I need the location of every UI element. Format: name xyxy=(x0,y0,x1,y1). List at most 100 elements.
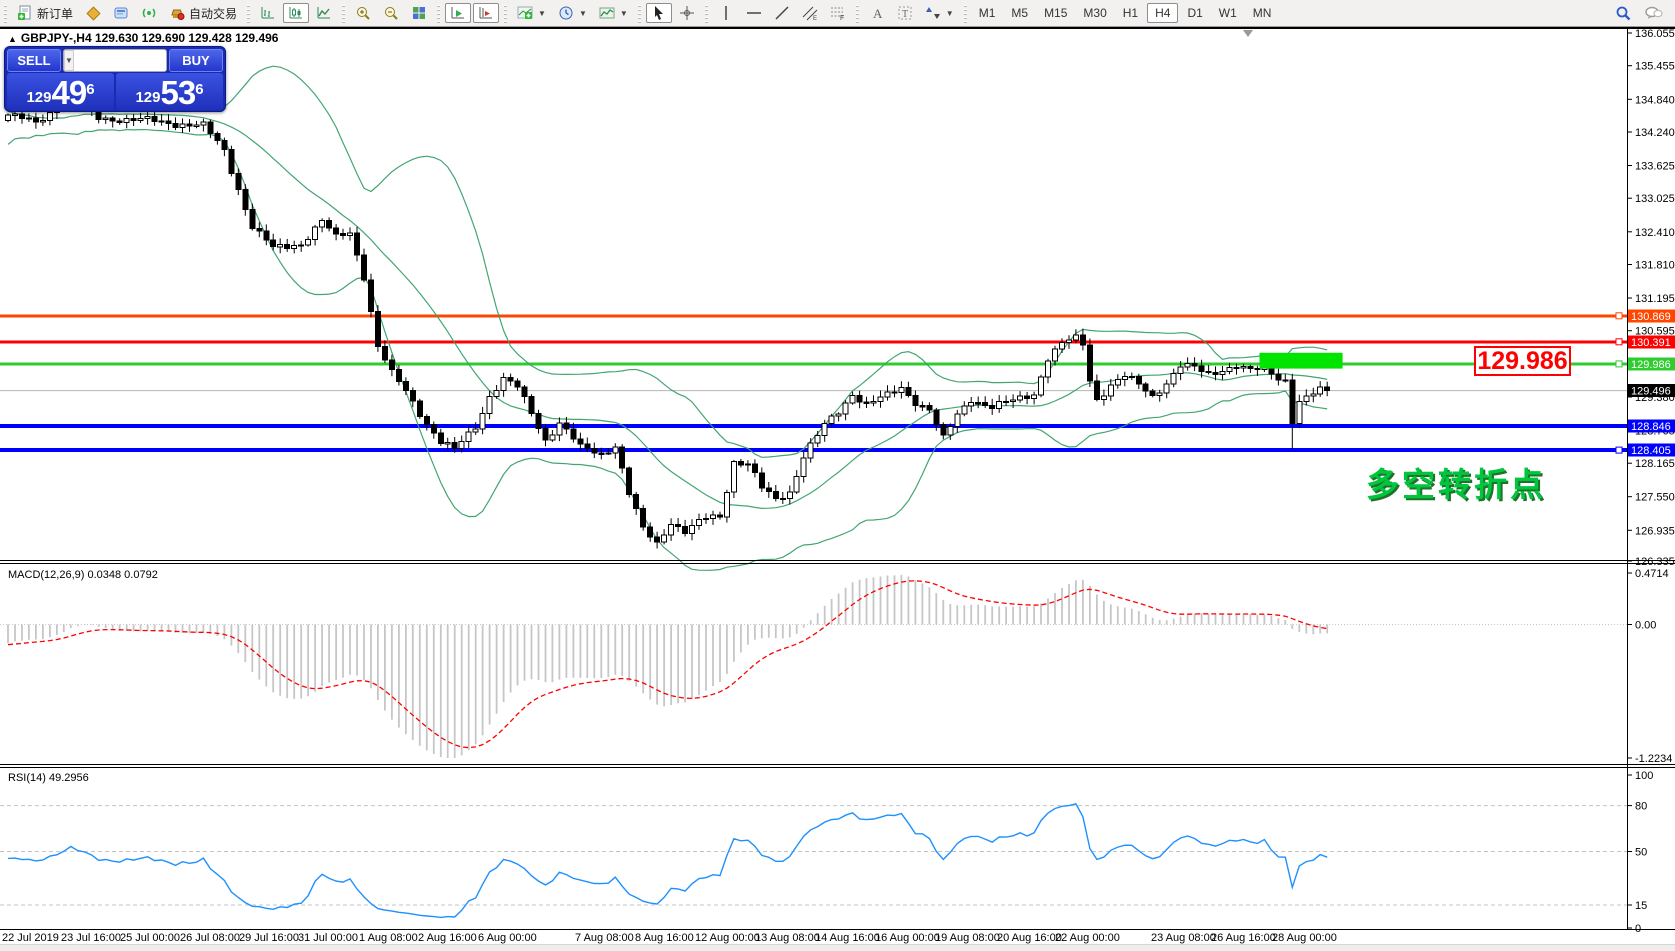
sell-button[interactable]: SELL xyxy=(7,49,61,72)
svg-text:A: A xyxy=(873,6,883,21)
text-icon: A xyxy=(873,6,883,21)
data-window-icon xyxy=(114,7,128,19)
tab-timeframe-h1[interactable]: H1 xyxy=(1122,6,1139,20)
zoom-out-button[interactable] xyxy=(378,3,404,23)
chart-annotation-text[interactable]: 多空转折点 xyxy=(1366,466,1546,503)
buy-price-prefix: 129 xyxy=(135,89,161,106)
tab-timeframe-d1[interactable]: D1 xyxy=(1187,6,1203,20)
sell-price-prefix: 129 xyxy=(26,89,52,106)
bar-chart-button[interactable] xyxy=(255,3,281,23)
toolbar-grip[interactable] xyxy=(853,3,861,23)
time-axis-label: 6 Aug 00:00 xyxy=(478,932,537,944)
rsi-axis-tick: 80 xyxy=(1635,801,1647,813)
marketplace-icon xyxy=(86,6,101,21)
chat-button[interactable] xyxy=(1639,3,1668,23)
toolbar-grip[interactable] xyxy=(435,3,443,23)
time-axis-label: 19 Aug 08:00 xyxy=(935,932,1000,944)
arrows-tool-button[interactable]: ▼ xyxy=(920,3,959,23)
indicators-button[interactable]: ▼ xyxy=(512,3,551,23)
time-axis-label: 13 Aug 08:00 xyxy=(755,932,820,944)
auto-scroll-icon xyxy=(451,7,465,19)
buy-price-sup: 6 xyxy=(195,81,204,98)
toolbar-grip[interactable] xyxy=(702,3,710,23)
price-axis-tick: 136.055 xyxy=(1635,28,1675,40)
price-badge: 129.986 xyxy=(1631,359,1671,371)
search-button[interactable] xyxy=(1610,3,1637,23)
tab-timeframe-m30[interactable]: M30 xyxy=(1083,6,1107,20)
tab-timeframe-mn[interactable]: MN xyxy=(1252,6,1272,20)
tab-timeframe-h4[interactable]: H4 xyxy=(1147,3,1179,23)
tab-timeframe-w1[interactable]: W1 xyxy=(1218,6,1237,20)
buy-price-display[interactable]: 129 53 6 xyxy=(116,73,223,110)
price-axis-tick: 131.195 xyxy=(1635,293,1675,305)
time-axis-label: 2 Aug 16:00 xyxy=(418,932,477,944)
line-chart-button[interactable] xyxy=(311,3,337,23)
tab-timeframe-m15[interactable]: M15 xyxy=(1044,6,1068,20)
tab-timeframe-m1[interactable]: M1 xyxy=(978,6,996,20)
rsi-axis-tick: 50 xyxy=(1635,847,1647,859)
new-order-button[interactable]: 新订单 xyxy=(12,3,78,23)
tab-timeframe-m5[interactable]: M5 xyxy=(1011,6,1029,20)
toolbar-grip[interactable] xyxy=(245,3,253,23)
price-axis-tick: 128.165 xyxy=(1635,458,1675,470)
horizontal-line-tool-button[interactable] xyxy=(741,3,767,23)
trendline-tool-button[interactable] xyxy=(769,3,795,23)
chart-shift-button[interactable] xyxy=(473,3,500,23)
autotrading-label: 自动交易 xyxy=(189,6,238,21)
auto-scroll-button[interactable] xyxy=(445,3,472,23)
chevron-down-icon: ▼ xyxy=(945,8,954,18)
volume-input[interactable] xyxy=(73,50,166,71)
zoom-in-button[interactable] xyxy=(350,3,376,23)
data-window-button[interactable] xyxy=(108,3,134,23)
chevron-down-icon: ▼ xyxy=(65,56,73,65)
time-axis-label: 26 Jul 08:00 xyxy=(180,932,240,944)
autotrading-button[interactable]: 自动交易 xyxy=(164,3,242,23)
toolbar-grip[interactable] xyxy=(635,3,643,23)
toolbar-grip[interactable] xyxy=(2,3,9,23)
marketplace-button[interactable] xyxy=(80,3,106,23)
price-axis-tick: 134.240 xyxy=(1635,127,1675,139)
candlestick-chart-button[interactable] xyxy=(283,3,310,23)
line-chart-icon xyxy=(317,7,331,19)
price-badge: 129.496 xyxy=(1631,386,1671,398)
text-tool-button[interactable]: A xyxy=(864,3,890,23)
price-badge: 128.405 xyxy=(1631,445,1671,457)
buy-price-big: 53 xyxy=(160,74,196,111)
signals-button[interactable] xyxy=(136,3,162,23)
time-axis-label: 8 Aug 16:00 xyxy=(635,932,694,944)
horizontal-scrollbar[interactable] xyxy=(0,944,1675,951)
macd-axis-tick: -1.2234 xyxy=(1635,753,1672,765)
toolbar-grip[interactable] xyxy=(961,3,969,23)
channel-tool-button[interactable]: E xyxy=(797,3,823,23)
macd-header: MACD(12,26,9) 0.0348 0.0792 xyxy=(8,569,158,581)
price-badge: 130.869 xyxy=(1631,311,1671,323)
svg-text:T: T xyxy=(902,9,908,20)
templates-button[interactable]: ▼ xyxy=(594,3,633,23)
volume-decrease-button[interactable]: ▼ xyxy=(64,50,74,71)
toolbar-grip[interactable] xyxy=(340,3,348,23)
toolbar-right-group xyxy=(1609,3,1669,23)
chevron-down-icon: ▼ xyxy=(619,8,628,18)
chart-window-border xyxy=(0,27,1675,29)
sell-price-display[interactable]: 129 49 6 xyxy=(7,73,114,110)
periods-button[interactable]: ▼ xyxy=(553,3,592,23)
templates-icon xyxy=(599,7,615,19)
fibonacci-tool-button[interactable]: F xyxy=(825,3,851,23)
tile-windows-button[interactable] xyxy=(406,3,432,23)
buy-button[interactable]: BUY xyxy=(169,49,223,72)
crosshair-tool-button[interactable] xyxy=(674,3,700,23)
signals-icon xyxy=(142,8,156,18)
cursor-tool-button[interactable] xyxy=(645,3,672,23)
toolbar-grip[interactable] xyxy=(502,3,510,23)
crosshair-icon xyxy=(679,6,694,20)
vertical-line-tool-button[interactable] xyxy=(713,3,739,23)
symbol-ohlc-text: GBPJPY-,H4 129.630 129.690 129.428 129.4… xyxy=(20,31,279,45)
sell-price-big: 49 xyxy=(51,74,87,111)
price-axis-tick: 130.595 xyxy=(1635,326,1675,338)
price-axis-tick: 133.025 xyxy=(1635,193,1675,205)
time-axis-label: 7 Aug 08:00 xyxy=(575,932,634,944)
price-flag-label[interactable]: 129.986 xyxy=(1474,346,1571,376)
text-label-tool-button[interactable]: T xyxy=(892,3,918,23)
